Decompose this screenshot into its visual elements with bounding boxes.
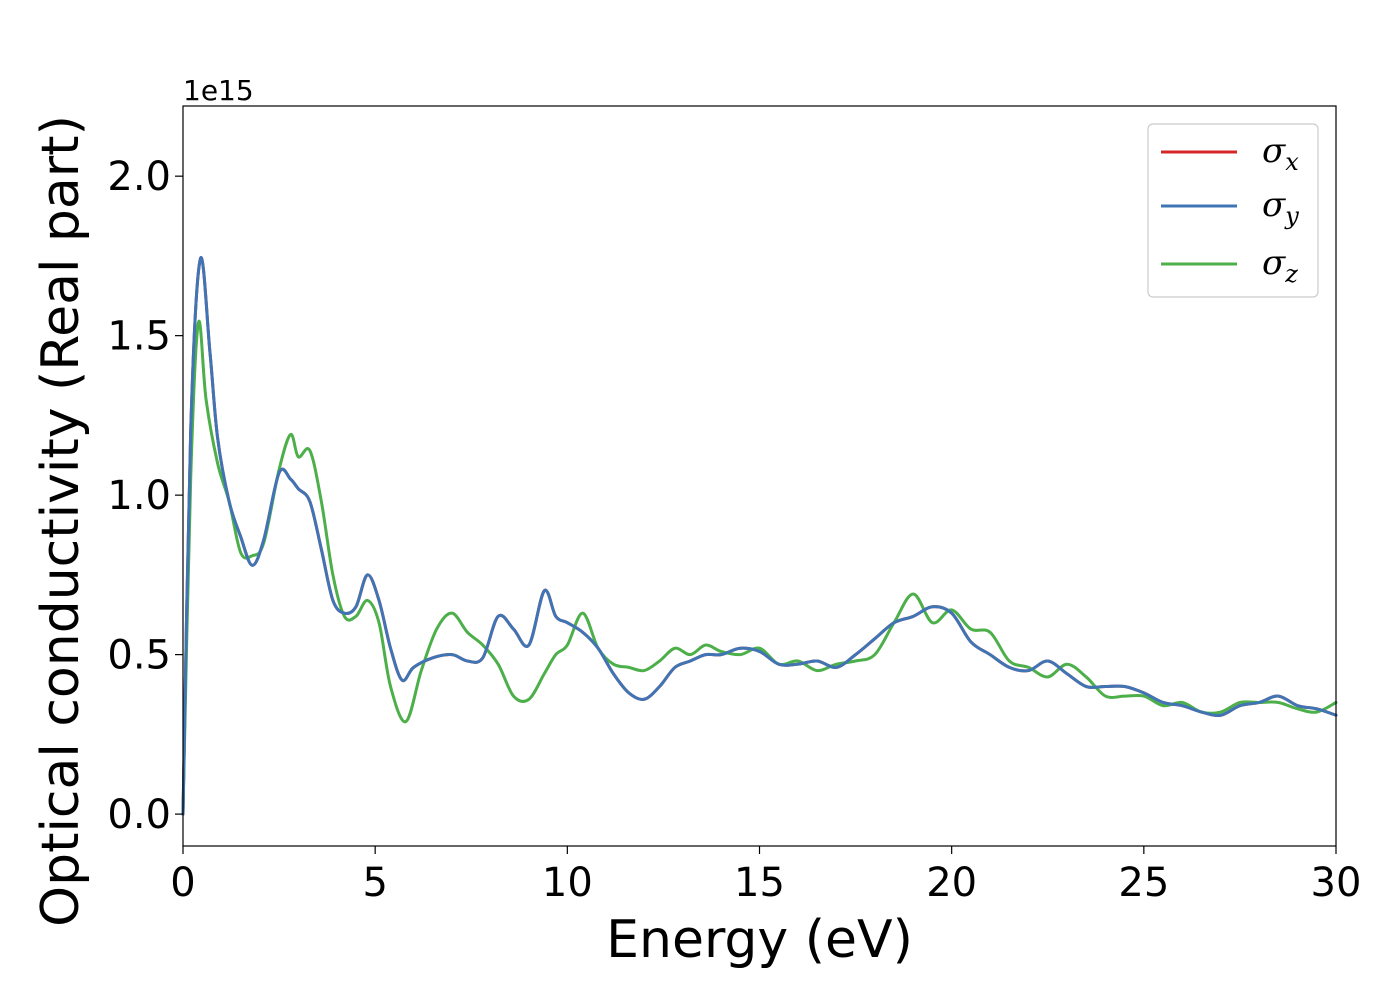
x-axis: 0 5 10 15 20 25 30 [170, 846, 1361, 906]
y-offset-label: 1e15 [183, 74, 254, 107]
y-tick-label: 0.0 [107, 792, 171, 838]
legend-frame [1147, 123, 1319, 298]
y-tick-label: 1.5 [107, 314, 171, 360]
y-tick-label: 1.0 [107, 473, 171, 519]
x-tick-label: 20 [926, 860, 977, 906]
x-tick-label: 15 [734, 860, 785, 906]
legend: σx σy σz [1147, 123, 1319, 298]
legend-label-z: σz [1262, 243, 1298, 288]
x-tick-label: 30 [1311, 860, 1362, 906]
y-axis: 0.0 0.5 1.0 1.5 2.0 [107, 154, 183, 838]
y-tick-label: 2.0 [107, 154, 171, 200]
x-tick-label: 5 [362, 860, 387, 906]
y-tick-label: 0.5 [107, 633, 171, 679]
x-tick-label: 0 [170, 860, 195, 906]
series-layer [181, 256, 1338, 816]
x-axis-title: Energy (eV) [606, 910, 913, 970]
legend-label-x: σx [1262, 131, 1299, 176]
series-line-y [181, 256, 1338, 816]
x-tick-label: 25 [1118, 860, 1169, 906]
x-tick-label: 10 [542, 860, 593, 906]
legend-label-y: σy [1262, 185, 1299, 230]
y-axis-title: Optical conductivity (Real part) [31, 115, 91, 927]
